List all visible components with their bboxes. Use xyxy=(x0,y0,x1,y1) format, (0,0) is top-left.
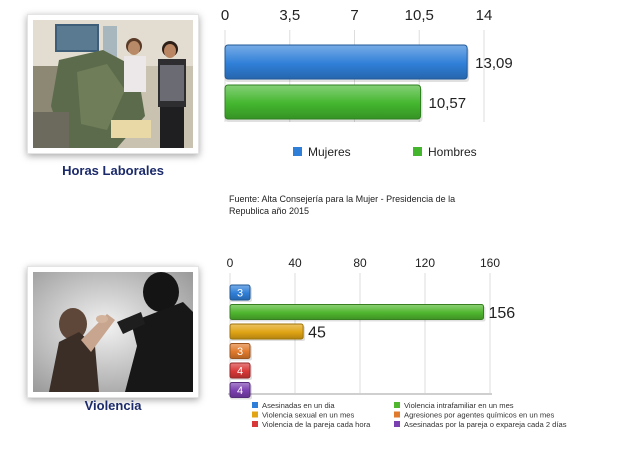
legend-label: Mujeres xyxy=(308,145,351,159)
data-label: 45 xyxy=(308,325,326,342)
legend-swatch xyxy=(413,147,422,156)
data-label: 3 xyxy=(237,288,243,300)
bar-2 xyxy=(229,323,304,340)
violence-chart: 0 40 80 120 160 3 156 45 3 4 4 Asesinadas en un dia… xyxy=(227,256,567,429)
legend-label: Hombres xyxy=(428,145,477,159)
legend-swatch xyxy=(293,147,302,156)
legend-swatch xyxy=(252,421,258,427)
data-label: 10,57 xyxy=(429,95,467,112)
legend-label: Violencia de la pareja cada hora xyxy=(262,420,371,429)
bar-0 xyxy=(229,284,251,301)
section-caption-horas-laborales: Horas Laborales xyxy=(62,163,164,178)
legend-swatch xyxy=(252,411,258,418)
domestic-violence-photo xyxy=(27,266,199,398)
bar-5 xyxy=(229,382,251,398)
bar-hombres xyxy=(224,84,422,120)
legend-label: Violencia sexual en un mes xyxy=(262,411,355,420)
bar-mujeres xyxy=(224,44,468,80)
legend-label: Violencia intrafamiliar en un mes xyxy=(404,401,514,410)
legend-label: Asesinadas por la pareja o expareja cada… xyxy=(404,420,567,429)
x-tick-label: 80 xyxy=(353,256,367,270)
x-tick-label: 7 xyxy=(350,7,358,24)
hours-chart: 0 3,5 7 10,5 14 13,09 10,57 Mujeres Hombres xyxy=(221,7,513,159)
women-sewing-photo xyxy=(27,14,199,154)
x-tick-label: 14 xyxy=(476,7,493,24)
x-tick-label: 160 xyxy=(480,256,500,270)
x-tick-label: 0 xyxy=(221,7,229,24)
bar-1 xyxy=(229,304,484,320)
legend-swatch xyxy=(394,421,400,427)
legend-swatch xyxy=(394,411,400,418)
bar-3 xyxy=(229,343,251,359)
x-tick-label: 0 xyxy=(227,256,234,270)
section-caption-violencia: Violencia xyxy=(84,398,142,413)
legend-swatch xyxy=(252,402,258,408)
legend-label: Agresiones por agentes químicos en un me… xyxy=(404,411,554,420)
x-tick-label: 120 xyxy=(415,256,435,270)
source-note: Fuente: Alta Consejería para la Mujer - … xyxy=(229,194,456,216)
legend-swatch xyxy=(394,402,400,408)
data-label: 13,09 xyxy=(475,55,513,72)
x-tick-label: 40 xyxy=(288,256,302,270)
data-label: 156 xyxy=(489,305,516,322)
data-label: 4 xyxy=(237,366,243,378)
bar-4 xyxy=(229,362,251,379)
x-tick-label: 3,5 xyxy=(279,7,300,24)
data-label: 3 xyxy=(237,346,243,358)
data-label: 4 xyxy=(237,385,243,397)
legend-label: Asesinadas en un dia xyxy=(262,401,335,410)
x-tick-label: 10,5 xyxy=(405,7,434,24)
